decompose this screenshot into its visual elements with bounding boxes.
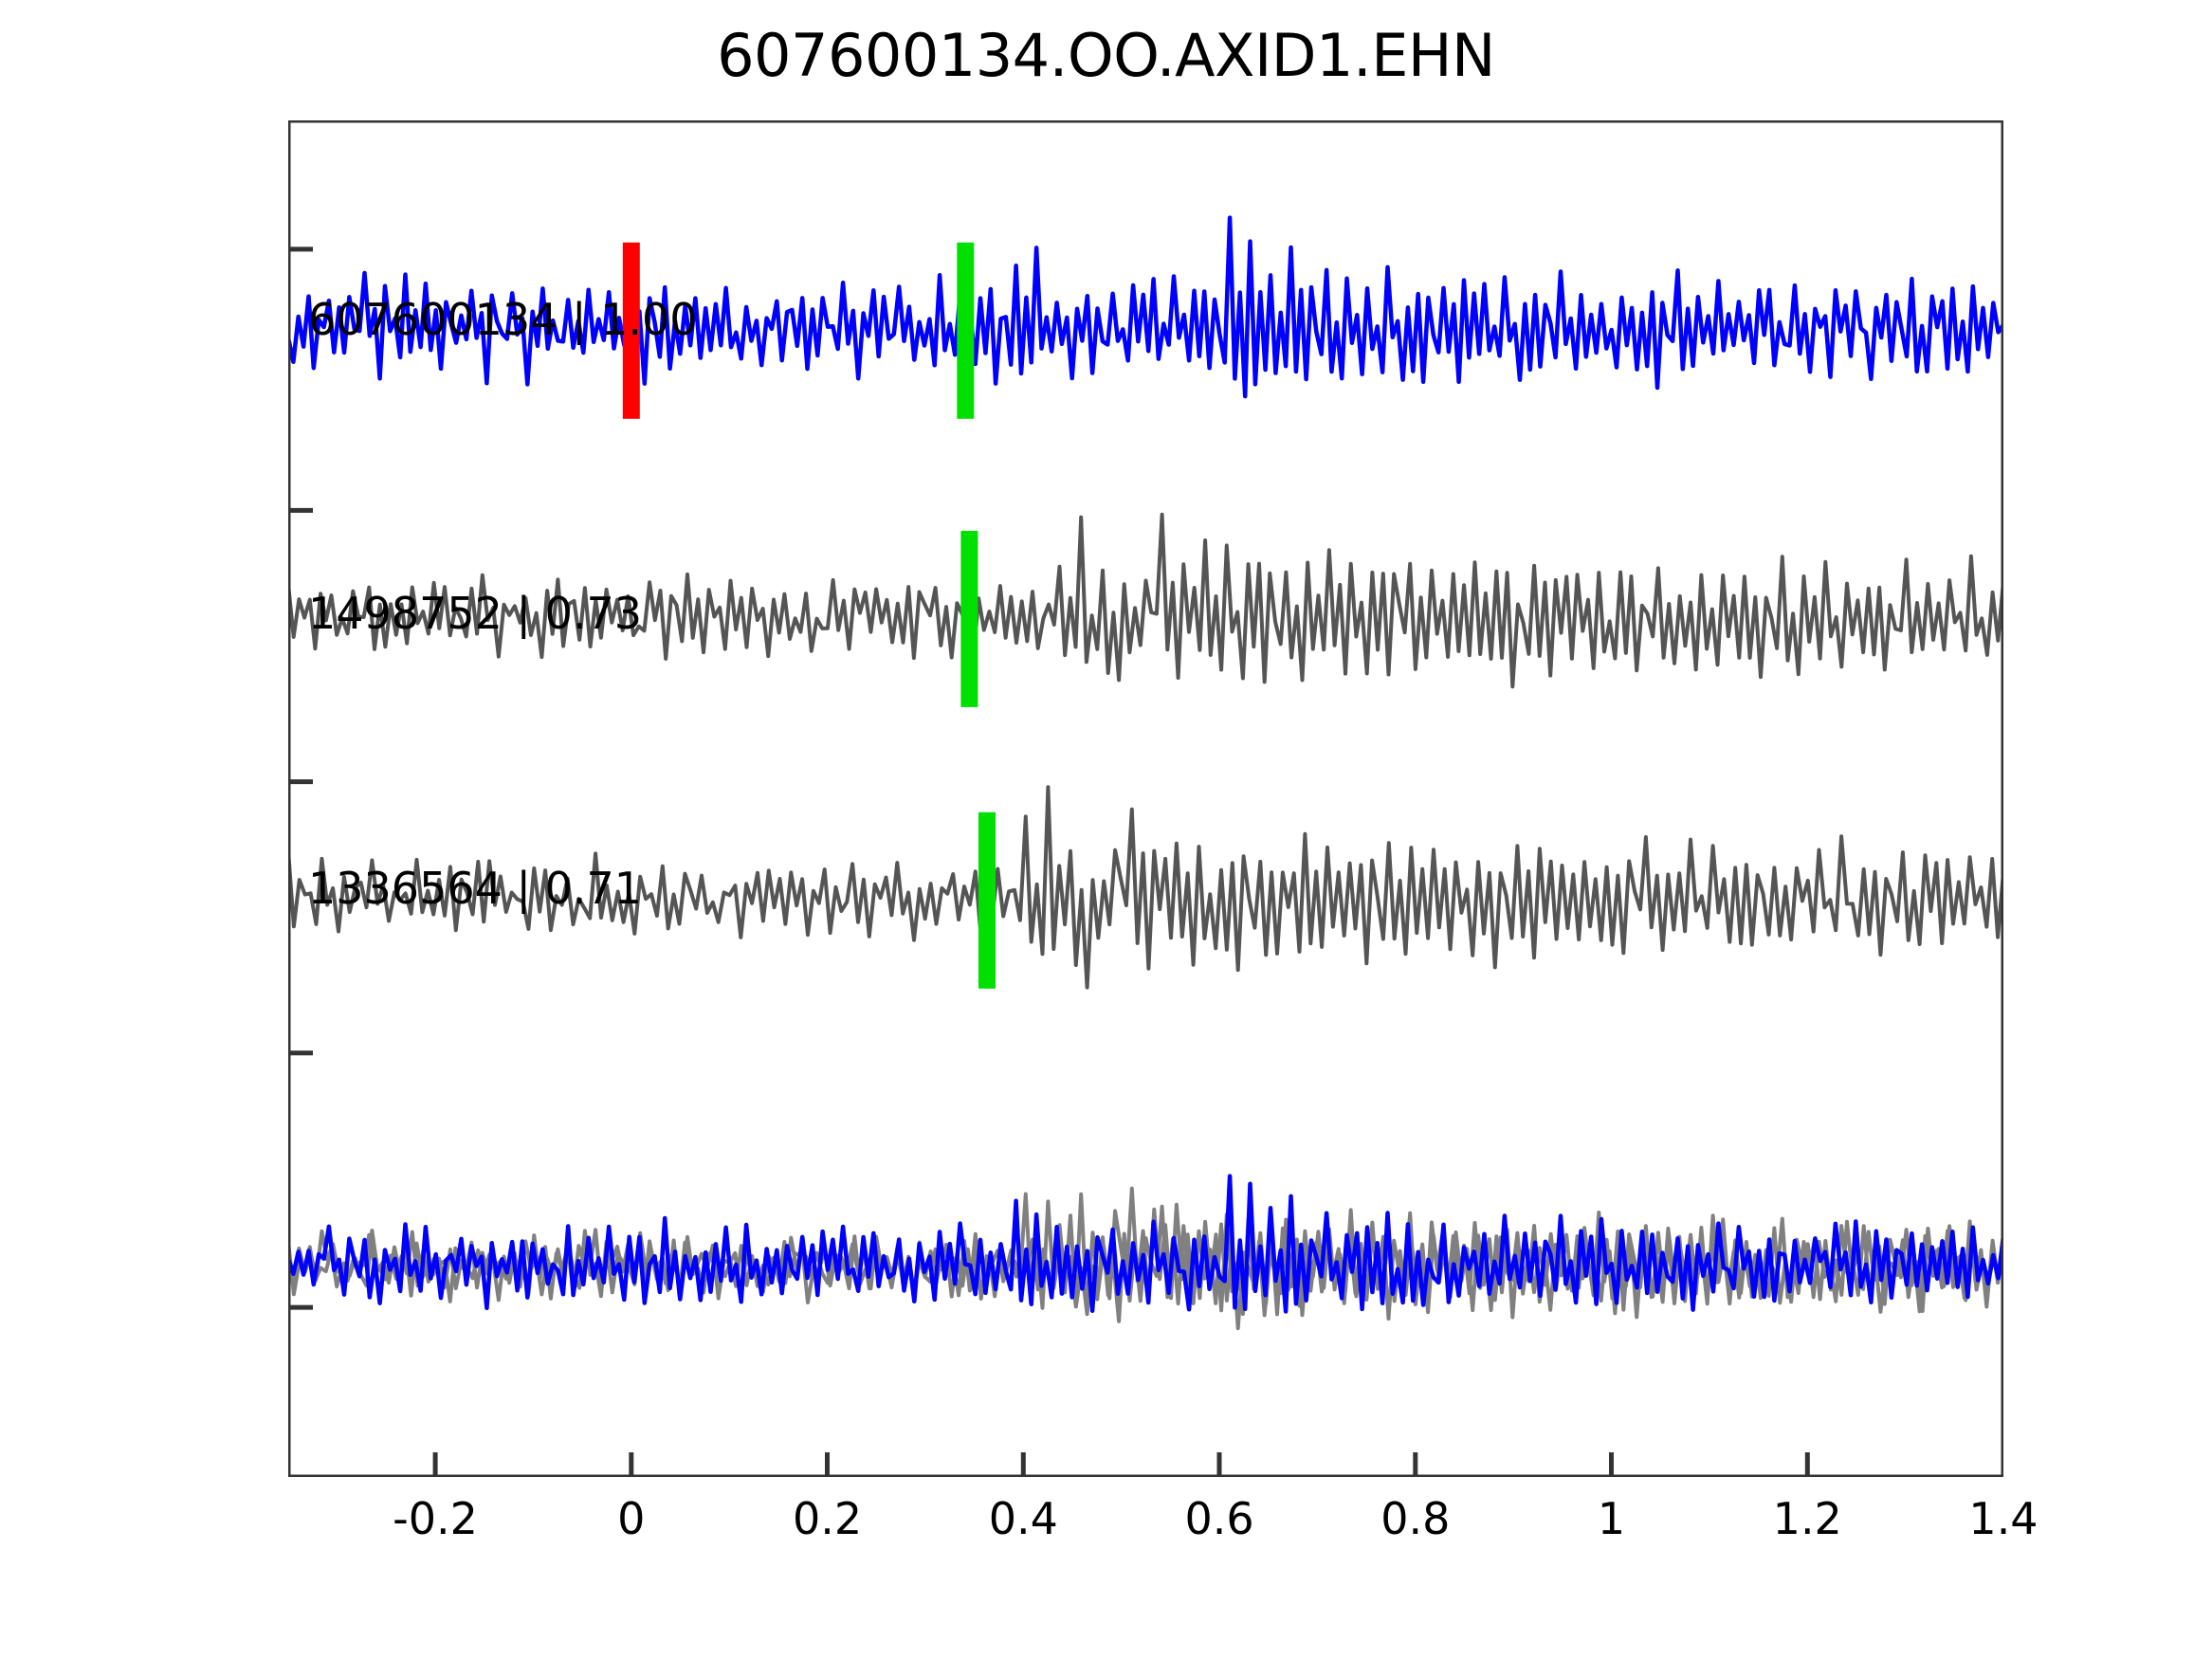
x-tick-label-7: 1.2 <box>1772 1493 1842 1544</box>
axis-frame <box>288 120 2003 1477</box>
x-tick-label-2: 0.2 <box>792 1493 863 1544</box>
p-pick-marker-panel-0 <box>622 242 640 419</box>
trace-line-1 <box>288 512 2003 689</box>
x-tick-label-5: 0.8 <box>1380 1493 1451 1544</box>
s-pick-marker-panel-1 <box>960 530 978 707</box>
x-tick-label-1: 0 <box>617 1493 646 1544</box>
waveform-canvas <box>288 120 2003 1477</box>
y-tick-marks <box>288 246 313 1310</box>
plot-area <box>288 120 2003 1477</box>
trace-label-0: 607600134 | 1.00 <box>308 294 698 345</box>
trace-label-2: 1336564 | 0.71 <box>308 863 643 914</box>
x-tick-label-6: 1 <box>1597 1493 1626 1544</box>
page-title: 607600134.OO.AXID1.EHN <box>717 21 1495 90</box>
x-tick-label-4: 0.6 <box>1184 1493 1254 1544</box>
s-pick-marker-panel-0 <box>957 242 975 419</box>
pick-markers-group <box>622 242 996 989</box>
overlay-trace-blue <box>288 1174 2003 1314</box>
s-pick-marker-panel-2 <box>978 811 996 989</box>
traces-group <box>288 215 2003 1331</box>
x-tick-label-0: -0.2 <box>393 1493 478 1544</box>
trace-line-0 <box>288 215 2003 399</box>
trace-label-1: 1498752 | 0.73 <box>308 588 643 639</box>
x-tick-label-8: 1.4 <box>1968 1493 2038 1544</box>
x-tick-label-3: 0.4 <box>988 1493 1058 1544</box>
trace-line-2 <box>288 785 2003 990</box>
x-tick-marks <box>432 1452 2003 1477</box>
